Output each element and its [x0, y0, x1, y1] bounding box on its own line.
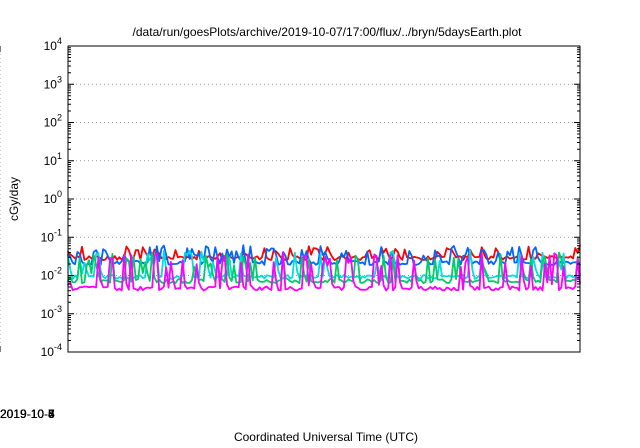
y-tick-exponent: 4: [57, 36, 62, 46]
chart-title: /data/run/goesPlots/archive/2019-10-07/1…: [133, 25, 523, 39]
series-line-1: [67, 244, 581, 261]
x-tick-label: 2019-10-7: [0, 407, 55, 421]
x-tick-label: 2019-10-6: [0, 407, 55, 421]
y-tick-exponent: -3: [54, 304, 62, 314]
y-tick-label: 10-2: [41, 266, 62, 283]
x-axis-label: Coordinated Universal Time (UTC): [234, 430, 418, 444]
grid: [0, 46, 580, 352]
y-tick-label: 102: [44, 113, 62, 130]
x-tick-label: 2019-10-4: [0, 407, 55, 421]
y-tick-label: 10-4: [41, 342, 62, 359]
x-axis-ticks: 2019-10-32019-10-42019-10-52019-10-62019…: [0, 46, 55, 421]
y-tick-exponent: 3: [57, 74, 62, 84]
y-axis-label: cGy/day: [7, 177, 21, 221]
y-tick-exponent: -4: [54, 342, 62, 352]
y-tick-label: 101: [44, 151, 62, 168]
y-tick-label: 103: [44, 74, 62, 91]
y-tick-exponent: 2: [57, 113, 62, 123]
y-tick-exponent: -1: [54, 227, 62, 237]
series-group: [67, 244, 581, 292]
y-tick-label: 104: [44, 36, 62, 53]
y-tick-label: 10-3: [41, 304, 62, 321]
y-tick-exponent: -2: [54, 266, 62, 276]
y-tick-label: 100: [44, 189, 62, 206]
series-line-5: [67, 251, 581, 292]
y-tick-label: 10-1: [41, 227, 62, 244]
x-tick-label: 2019-10-5: [0, 407, 55, 421]
y-tick-exponent: 0: [57, 189, 62, 199]
x-tick-label: 2019-10-3: [0, 407, 55, 421]
y-tick-exponent: 1: [57, 151, 62, 161]
